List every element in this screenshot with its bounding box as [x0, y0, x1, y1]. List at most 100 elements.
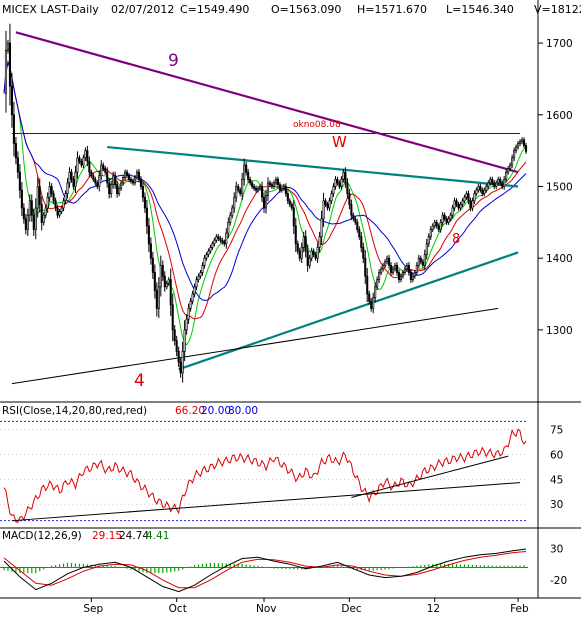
candle-body	[82, 157, 85, 166]
candle-body	[137, 171, 141, 180]
candle-body	[447, 218, 450, 223]
candle-body	[320, 218, 323, 238]
candle-body	[6, 42, 10, 51]
candle-body	[4, 49, 8, 94]
candle-body	[257, 187, 260, 191]
panel-frames	[0, 0, 581, 599]
candle-body	[163, 275, 166, 288]
candle-body	[274, 178, 277, 184]
candle-body	[461, 200, 464, 205]
candle-body	[253, 186, 256, 189]
candle-body	[292, 207, 295, 227]
candle-body	[443, 214, 446, 220]
candle-body	[268, 182, 272, 186]
candle-body	[88, 161, 91, 173]
rsi-trendline-2	[351, 455, 509, 498]
candle-body	[46, 196, 49, 209]
candle-body	[401, 272, 404, 277]
candle-body	[429, 229, 432, 238]
candle-body	[167, 279, 170, 284]
candle-body	[231, 207, 234, 216]
candle-body	[467, 193, 470, 202]
candle-body	[336, 178, 339, 184]
candle-body	[38, 186, 41, 205]
wave-4-label: 4	[134, 371, 145, 391]
candle-body	[272, 182, 275, 187]
trendline-2	[107, 145, 519, 188]
candle-body	[20, 189, 23, 209]
candle-body	[12, 114, 15, 144]
candle-body	[425, 243, 428, 255]
price-panel	[3, 23, 528, 385]
candle-body	[469, 200, 472, 209]
candle-body	[22, 207, 25, 220]
macd-hist-value: 4.41	[146, 530, 169, 542]
candle-body	[209, 247, 212, 252]
candle-body	[44, 207, 47, 216]
candle-body	[487, 182, 490, 187]
candle-body	[72, 178, 75, 187]
time-tick-label: Oct	[169, 603, 187, 615]
candle-body	[411, 275, 414, 281]
candle-body	[124, 171, 127, 178]
header-date: 02/07/2012	[111, 3, 174, 16]
candle-body	[183, 329, 186, 352]
candle-body	[310, 250, 313, 259]
candle-body	[364, 257, 367, 277]
candle-body	[60, 207, 63, 212]
candle-body	[28, 200, 31, 216]
candle-body	[54, 200, 57, 209]
okno-label: okno08.08	[293, 120, 341, 130]
candle-body	[276, 178, 279, 186]
candle-body	[477, 186, 480, 191]
candle-body	[66, 182, 69, 195]
candle-body	[499, 178, 502, 184]
candle-body	[106, 171, 109, 184]
candle-body	[98, 175, 101, 187]
candle-body	[286, 193, 289, 202]
candle-body	[14, 143, 17, 159]
candle-body	[465, 193, 468, 198]
candle-body	[491, 178, 494, 184]
candle-body	[135, 171, 139, 178]
candle-body	[378, 272, 381, 281]
candle-body	[344, 171, 347, 184]
candle-body	[26, 214, 29, 230]
candle-body	[195, 279, 198, 288]
candle-body	[479, 186, 482, 191]
candle-body	[449, 214, 452, 220]
candle-body	[386, 257, 389, 263]
candle-body	[191, 293, 194, 302]
candle-body	[509, 164, 512, 169]
candle-body	[413, 272, 416, 277]
candle-body	[90, 171, 93, 177]
candle-body	[181, 351, 184, 374]
candle-body	[225, 232, 228, 245]
candle-body	[348, 193, 351, 205]
candle-body	[384, 261, 387, 266]
candle-body	[229, 214, 232, 223]
candle-body	[177, 351, 180, 363]
candle-body	[155, 290, 158, 309]
candle-body	[64, 193, 67, 202]
candle-body	[501, 182, 504, 187]
candle-body	[433, 221, 436, 227]
candle-body	[382, 265, 385, 270]
candle-body	[360, 236, 363, 248]
candle-body	[471, 200, 474, 209]
candle-body	[175, 340, 178, 352]
rsi-tick-label: 30	[550, 499, 563, 511]
candle-body	[322, 200, 325, 220]
trendline-1	[15, 31, 519, 174]
candle-body	[221, 239, 224, 243]
candle-body	[189, 300, 192, 309]
candle-body	[521, 139, 524, 143]
candle-body	[350, 204, 353, 216]
candle-body	[421, 261, 424, 266]
candle-body	[517, 143, 520, 148]
wave-9-label: 9	[168, 51, 179, 71]
candle-body	[213, 239, 216, 245]
candle-body	[94, 178, 97, 184]
candle-body	[505, 171, 508, 180]
candle-body	[324, 200, 327, 205]
